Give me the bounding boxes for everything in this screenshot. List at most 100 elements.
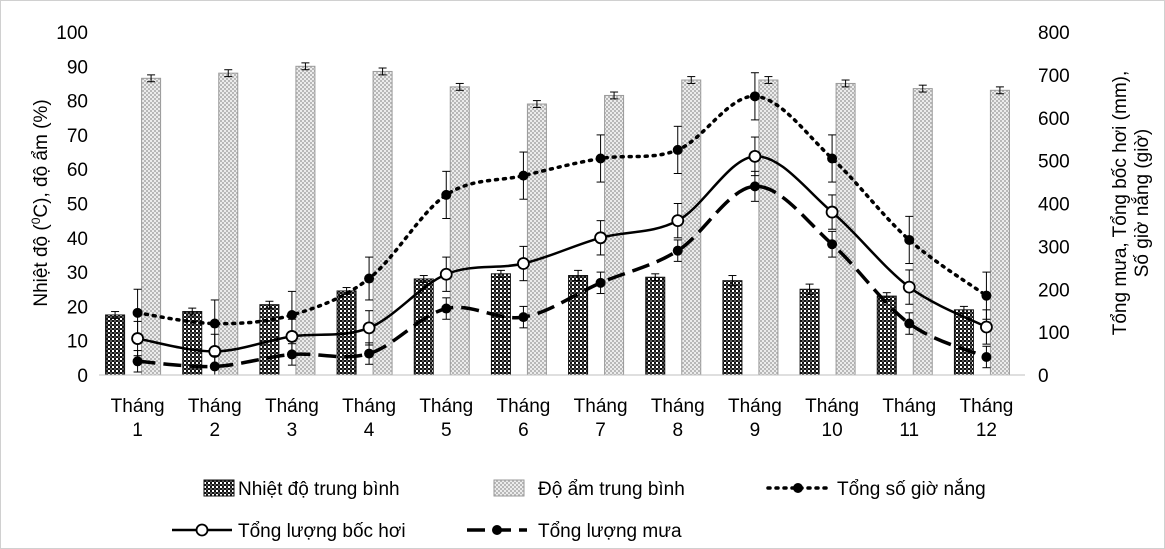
marker-evaporation [517, 257, 530, 270]
y-right-tick-label: 800 [1038, 23, 1070, 44]
bar-temperature [105, 314, 126, 376]
bar-humidity [218, 72, 239, 376]
y-left-tick-label: 90 [67, 57, 88, 78]
marker-evaporation [902, 280, 916, 294]
x-tick-label-number: 5 [441, 420, 452, 441]
marker-sunshine [749, 91, 760, 102]
x-tick-label-number: 4 [364, 420, 375, 441]
x-tick-label: Tháng 5 [419, 396, 473, 441]
y-left-tick-label: 70 [67, 126, 88, 147]
legend-swatch-marker [793, 483, 803, 493]
x-tick-label-word: Tháng [188, 396, 242, 417]
x-tick-label-number: 2 [209, 420, 220, 441]
x-tick-label-number: 7 [595, 420, 606, 441]
bar-temperature [645, 276, 666, 376]
marker-sunshine [209, 318, 220, 329]
legend-label: Nhiệt độ trung bình [238, 479, 400, 500]
marker-rainfall [827, 239, 838, 250]
axis-title-layer: Nhiệt độ (0C), độ ẩm (%) Tổng mưa, Tổng b… [29, 71, 1153, 336]
marker-rainfall [286, 349, 297, 360]
x-tick-label-word: Tháng [111, 396, 165, 417]
legend-label: Độ ẩm trung bình [538, 479, 685, 500]
x-tick-label-word: Tháng [265, 396, 319, 417]
x-tick-label-word: Tháng [882, 396, 936, 417]
x-tick-label-word: Tháng [419, 396, 473, 417]
legend-swatch-marker [492, 525, 502, 535]
marker-rainfall [441, 303, 452, 314]
y-right-title-line: Tổng mưa, Tổng bốc hơi (mm), [1110, 71, 1131, 336]
marker-evaporation [439, 267, 453, 281]
x-tick-label-number: 9 [750, 420, 761, 441]
x-tick-label: Tháng 1 [111, 396, 165, 441]
y-left-tick-label: 30 [67, 263, 88, 284]
axis-layer: 0 10 20 30 40 50 60 70 80 90 100 0 100 200 300 400 500 60… [56, 23, 1069, 441]
x-tick-label: Tháng 3 [265, 396, 319, 441]
marker-sunshine [827, 153, 838, 164]
y-right-tick-label: 400 [1038, 195, 1070, 216]
x-tick-label: Tháng 11 [882, 396, 936, 441]
marker-sunshine [441, 189, 452, 200]
marker-sunshine [904, 234, 915, 245]
line-sunshine [135, 94, 989, 326]
marker-rainfall [904, 318, 915, 329]
x-tick-label-number: 1 [132, 420, 143, 441]
bar-humidity [989, 89, 1010, 376]
x-tick-label-number: 10 [822, 420, 843, 441]
bar-humidity [449, 86, 470, 376]
marker-sunshine [518, 170, 529, 181]
marker-rainfall [981, 351, 992, 362]
marker-rainfall [132, 356, 143, 367]
marker-rainfall [518, 312, 529, 323]
marker-evaporation [594, 231, 607, 245]
marker-rainfall [749, 181, 760, 192]
line-layer [131, 72, 993, 376]
y-left-title: Nhiệt độ (0C), độ ẩm (%) [29, 99, 52, 306]
legend-label: Tổng lượng bốc hơi [238, 521, 406, 542]
y-left-title-superscript: 0 [29, 217, 43, 224]
legend-label: Tổng lượng mưa [538, 521, 682, 542]
x-tick-label: Tháng 9 [728, 396, 782, 441]
y-right-tick-label: 500 [1038, 152, 1070, 173]
y-right-title-line: Số giờ nắng (giờ) [1131, 129, 1153, 278]
x-tick-label: Tháng 7 [574, 396, 628, 441]
bar-humidity [372, 70, 393, 376]
x-tick-label: Tháng 12 [959, 396, 1013, 441]
x-tick-label: Tháng 4 [342, 396, 396, 441]
marker-rainfall [364, 348, 375, 359]
legend-swatch [493, 479, 525, 497]
x-tick-label: Tháng 2 [188, 396, 242, 441]
y-right-tick-label: 0 [1038, 366, 1049, 387]
marker-evaporation [362, 321, 376, 335]
x-tick-label: Tháng 6 [496, 396, 550, 441]
y-left-tick-label: 100 [56, 23, 88, 44]
x-tick-label-word: Tháng [342, 396, 396, 417]
y-left-title-part: Nhiệt độ ( [31, 224, 52, 307]
marker-sunshine [981, 290, 992, 301]
y-right-tick-label: 200 [1038, 280, 1070, 301]
line-rainfall [137, 184, 988, 369]
bar-temperature [490, 273, 511, 376]
legend: Nhiệt độ trung bình Độ ẩm trung bình Tổng … [172, 478, 986, 542]
y-right-title: Tổng mưa, Tổng bốc hơi (mm),Số giờ nắng … [1110, 71, 1153, 336]
x-tick-label-word: Tháng [728, 396, 782, 417]
y-left-tick-label: 60 [67, 160, 88, 181]
y-left-tick-label: 20 [67, 297, 88, 318]
legend-swatch [203, 479, 235, 497]
marker-sunshine [286, 309, 297, 320]
marker-rainfall [672, 245, 683, 256]
y-right-tick-label: 300 [1038, 237, 1070, 258]
y-left-tick-label: 40 [67, 229, 88, 250]
x-tick-label-word: Tháng [651, 396, 705, 417]
bar-temperature [799, 288, 820, 376]
marker-evaporation [748, 149, 762, 163]
y-left-tick-label: 0 [77, 366, 88, 387]
x-tick-label-number: 6 [518, 420, 529, 441]
y-left-title-part: C), độ ẩm (%) [31, 99, 52, 217]
y-left-tick-label: 80 [67, 92, 88, 113]
marker-rainfall [595, 277, 606, 288]
y-right-tick-label: 600 [1038, 109, 1070, 130]
y-right-tick-label: 700 [1038, 66, 1070, 87]
bar-humidity [758, 79, 779, 376]
legend-swatch-marker [195, 523, 209, 537]
bar-humidity [835, 82, 856, 376]
